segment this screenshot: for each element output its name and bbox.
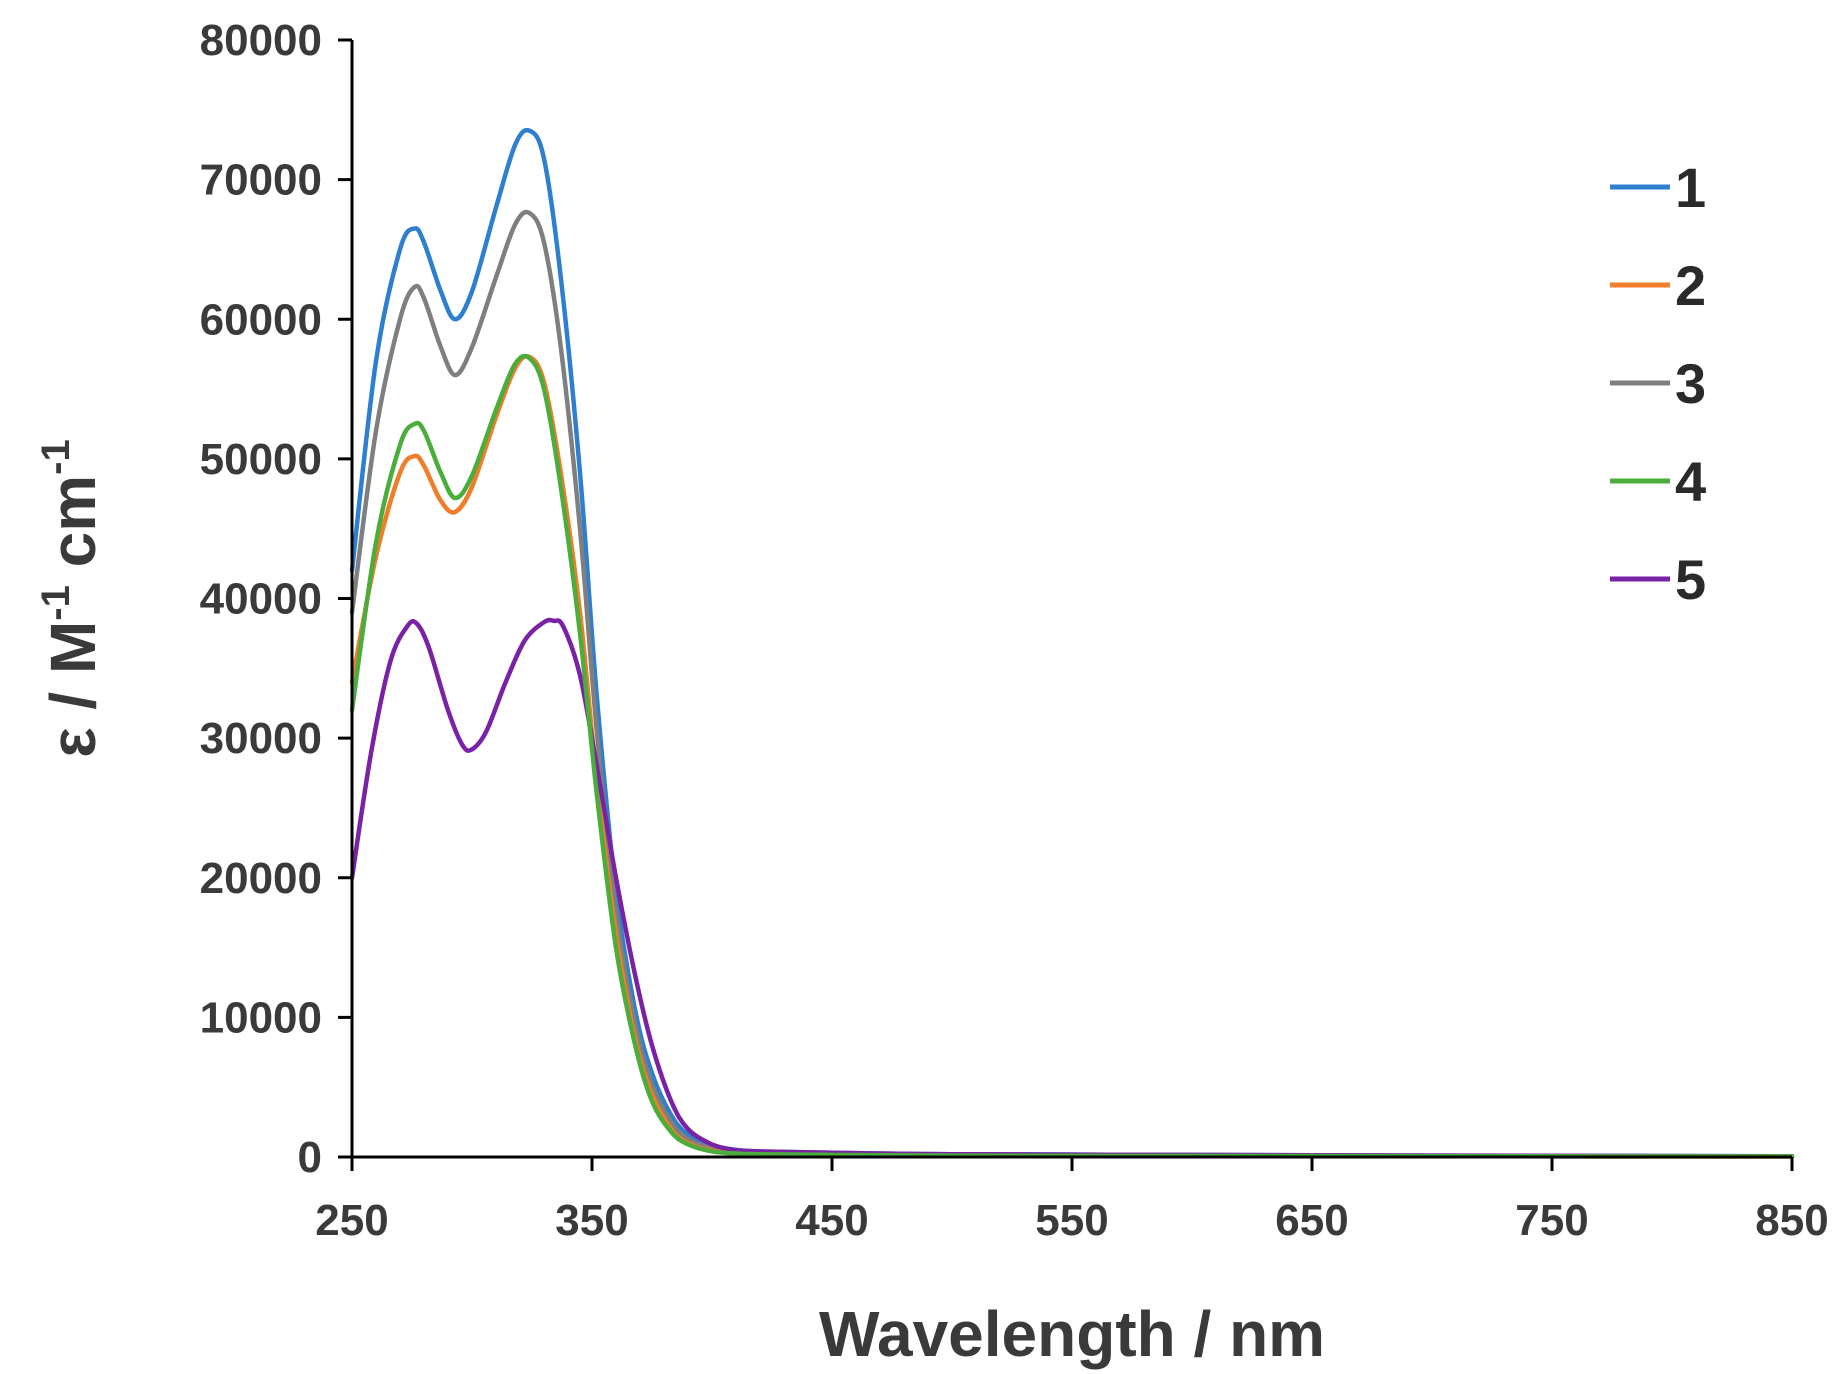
y-axis-title-sup1: -1: [34, 585, 78, 621]
legend-label-3: 3: [1675, 352, 1706, 415]
x-tick-label: 850: [1755, 1196, 1828, 1245]
y-axis-title-prefix: ε / M: [37, 621, 109, 758]
y-tick-label: 40000: [200, 575, 322, 624]
y-axis-title-mid: cm: [37, 475, 109, 585]
legend-label-2: 2: [1675, 254, 1706, 317]
series-line-4: [349, 353, 1795, 1159]
y-tick-label: 60000: [200, 295, 322, 344]
x-tick-label: 250: [315, 1196, 388, 1245]
axes-layer: [350, 40, 1792, 1159]
y-tick-label: 20000: [200, 854, 322, 903]
legend-label-1: 1: [1675, 156, 1706, 219]
x-tick-label: 450: [795, 1196, 868, 1245]
series-line-5: [349, 617, 1795, 1159]
y-tick-label: 50000: [200, 435, 322, 484]
y-tick-label: 0: [298, 1133, 322, 1182]
legend: 1 2 3 4 5: [1610, 156, 1706, 611]
x-ticks: 250 350 450 550 650 750 850: [315, 1157, 1829, 1245]
series-layer: [349, 127, 1795, 1159]
x-tick-label: 550: [1035, 1196, 1108, 1245]
y-axis-title-sup2: -1: [34, 439, 78, 475]
x-tick-label: 650: [1275, 1196, 1348, 1245]
x-tick-label: 350: [555, 1196, 628, 1245]
y-axis-title: ε / M-1 cm-1: [34, 439, 109, 757]
series-line-2: [349, 354, 1795, 1159]
x-axis-title: Wavelength / nm: [819, 1298, 1325, 1370]
y-ticks: 0 10000 20000 30000 40000 50000 60000 70000 8000…: [200, 16, 352, 1182]
x-tick-label: 750: [1515, 1196, 1588, 1245]
y-tick-label: 10000: [200, 993, 322, 1042]
legend-label-4: 4: [1675, 450, 1706, 513]
legend-label-5: 5: [1675, 548, 1706, 611]
y-tick-label: 30000: [200, 714, 322, 763]
y-tick-label: 80000: [200, 16, 322, 65]
y-tick-label: 70000: [200, 156, 322, 205]
